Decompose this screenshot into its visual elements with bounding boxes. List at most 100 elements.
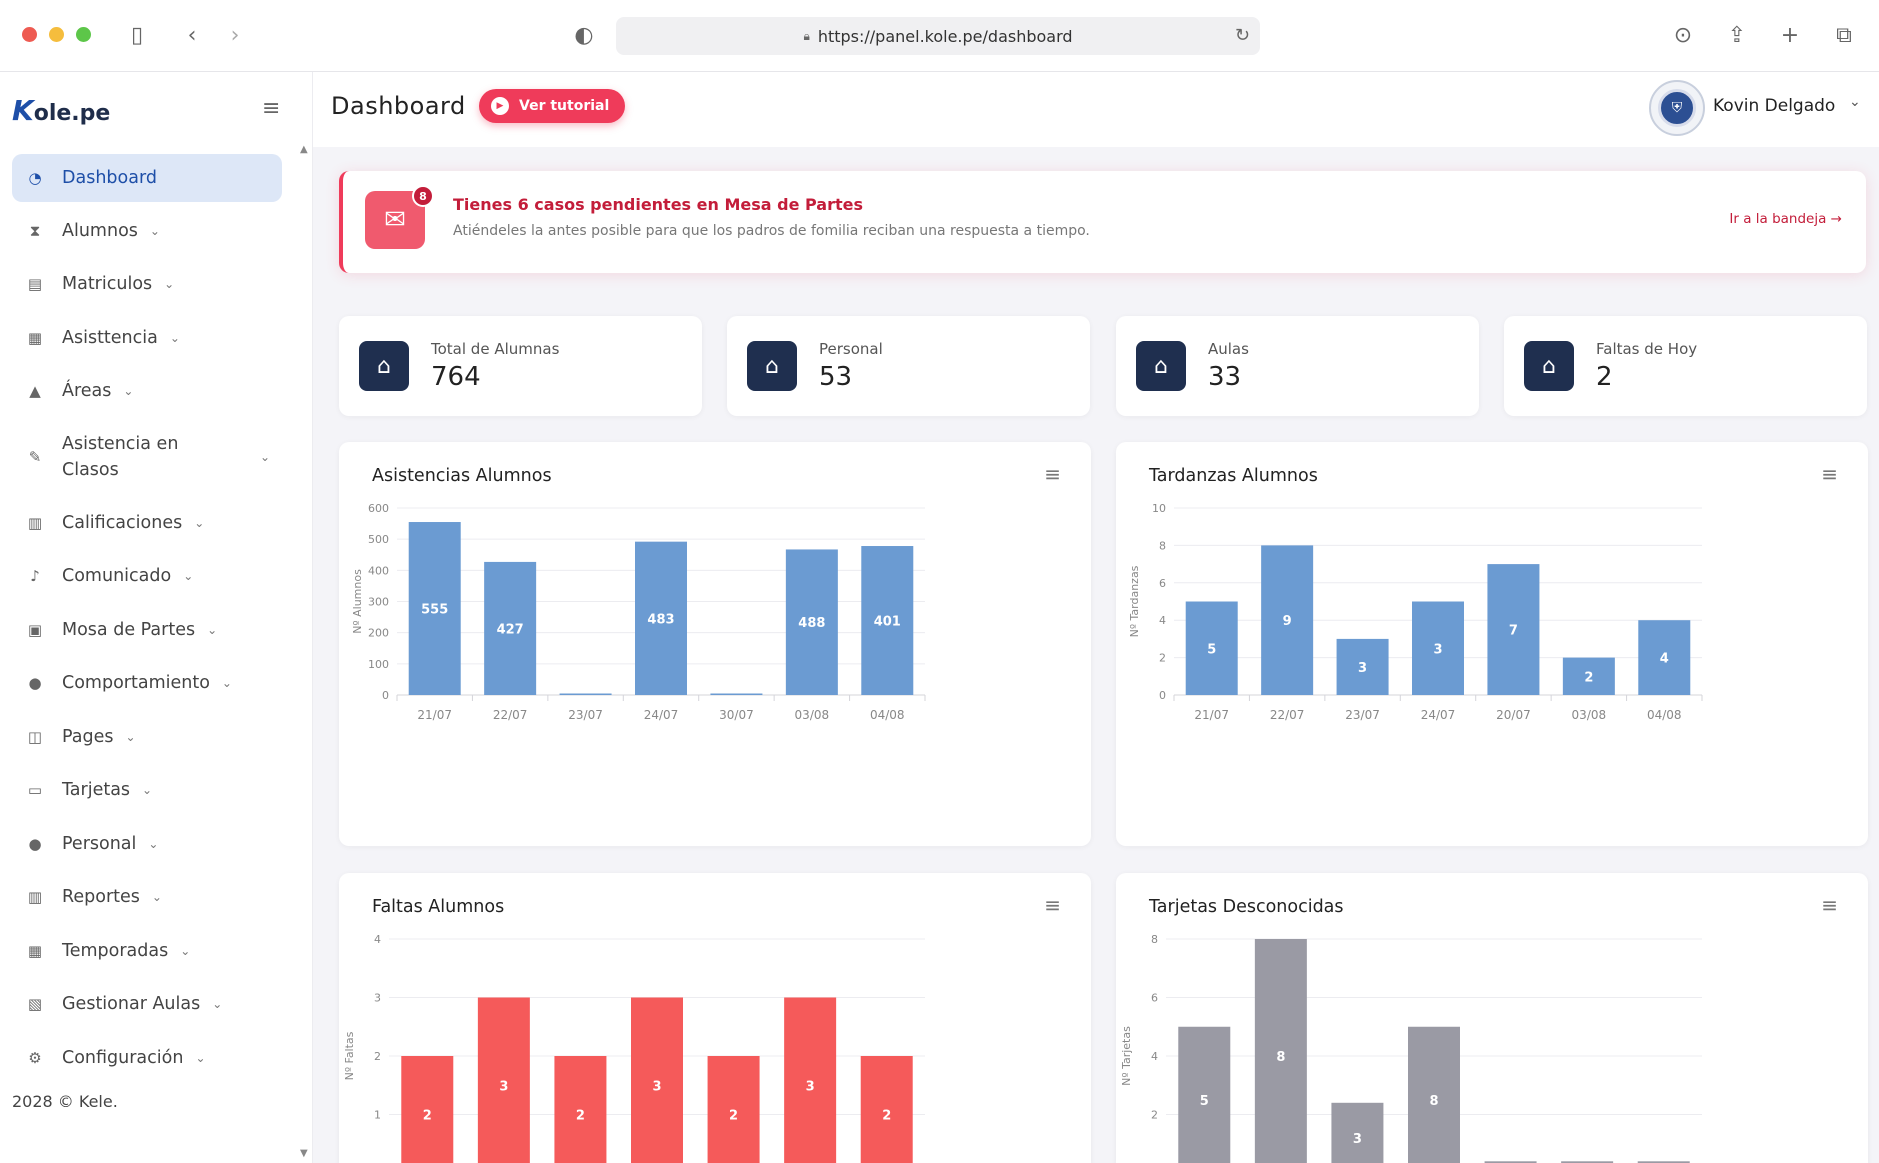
sidebar-item-matriculos[interactable]: ▤ Matriculos ⌄	[12, 258, 282, 312]
bar[interactable]	[1412, 601, 1464, 696]
bar[interactable]	[408, 522, 461, 695]
x-tick-label: 24/07	[644, 708, 679, 722]
bar[interactable]	[484, 561, 537, 695]
browser-toolbar: ▯ ‹ › ◐ 🔒︎ https://panel.kole.pe/dashboa…	[0, 0, 1879, 72]
bar[interactable]	[861, 546, 914, 695]
bar[interactable]	[1484, 1161, 1537, 1163]
bar[interactable]	[1562, 657, 1615, 695]
bar[interactable]	[559, 693, 612, 696]
sidebar-item-asistencia-en-clasos[interactable]: ✎ Asistencia en Clasos ⌄	[12, 418, 282, 496]
chart-card-asistencias: 0 100 200 300 400 500 600 Nº Alumnos 555 21/07 427…	[339, 442, 1091, 846]
forward-icon[interactable]: ›	[230, 22, 240, 48]
sidebar-item-label: Dashboard	[62, 168, 157, 188]
bar[interactable]	[631, 997, 683, 1163]
bar[interactable]	[477, 997, 530, 1163]
logo-text: ole.pe	[33, 101, 111, 126]
bar[interactable]	[635, 541, 687, 695]
y-tick-label: 4	[374, 933, 381, 946]
y-tick-label: 500	[368, 533, 389, 546]
user-icon: ●	[28, 834, 42, 853]
y-axis-title: Nº Tarjetas	[1120, 1026, 1133, 1086]
chevron-down-icon[interactable]: ⌄	[1849, 94, 1861, 110]
menu-toggle-icon[interactable]: ≡	[262, 96, 281, 121]
back-icon[interactable]: ‹	[187, 22, 197, 48]
download-icon[interactable]: ⊙	[1673, 22, 1693, 48]
chart-menu-icon[interactable]: ≡	[1044, 462, 1061, 486]
new-tab-icon[interactable]: +	[1780, 22, 1800, 48]
scroll-up-arrow-icon[interactable]: ▲	[300, 144, 308, 155]
bar[interactable]	[785, 549, 838, 695]
chevron-down-icon: ⌄	[164, 277, 175, 292]
go-to-inbox-link[interactable]: Ir a la bandeja →	[1729, 211, 1842, 227]
sidebar-item-asisttencia[interactable]: ▦ Asisttencia ⌄	[12, 311, 282, 365]
share-icon[interactable]: ⇪	[1727, 22, 1747, 48]
sidebar-item-pages[interactable]: ◫ Pages ⌄	[12, 710, 282, 764]
chart-menu-icon[interactable]: ≡	[1044, 893, 1061, 917]
close-window-button[interactable]	[22, 27, 37, 42]
bar[interactable]	[1254, 939, 1307, 1163]
logo[interactable]: Kole.pe	[12, 94, 110, 127]
bar[interactable]	[1561, 1161, 1614, 1163]
y-tick-label: 0	[1159, 689, 1166, 702]
stat-value: 764	[431, 362, 481, 392]
graduation-cap-icon: ▲	[29, 382, 41, 401]
sidebar-item-configuración[interactable]: ⚙ Configuración ⌄	[12, 1031, 282, 1085]
copyright: 2028 © Kele.	[12, 1092, 118, 1111]
hourglass-icon: ⧗	[29, 221, 41, 240]
shield-icon[interactable]: ◐	[574, 22, 594, 48]
sidebar-item-calificaciones[interactable]: ▥ Calificaciones ⌄	[12, 496, 282, 550]
bar[interactable]	[1408, 1026, 1460, 1163]
tabs-icon[interactable]: ⧉	[1836, 22, 1852, 48]
x-tick-label: 20/07	[1496, 708, 1531, 722]
reload-icon[interactable]: ↻	[1234, 25, 1250, 46]
bar[interactable]	[710, 693, 763, 696]
bar[interactable]	[1487, 564, 1540, 695]
page-title: Dashboard	[331, 92, 466, 120]
y-tick-label: 0	[382, 689, 389, 702]
chart-menu-icon[interactable]: ≡	[1821, 462, 1838, 486]
chevron-down-icon: ⌄	[151, 890, 162, 905]
scroll-down-arrow-icon[interactable]: ▼	[300, 1148, 308, 1159]
url-text: https://panel.kole.pe/dashboard	[817, 26, 1073, 46]
sidebar-item-mosa-de-partes[interactable]: ▣ Mosa de Partes ⌄	[12, 603, 282, 657]
bar[interactable]	[401, 1056, 454, 1163]
address-bar[interactable]: 🔒︎ https://panel.kole.pe/dashboard ↻	[616, 17, 1260, 55]
sidebar-item-comunicado[interactable]: ♪ Comunicado ⌄	[12, 550, 282, 604]
y-tick-label: 2	[374, 1050, 381, 1063]
sidebar-item-tarjetas[interactable]: ▭ Tarjetas ⌄	[12, 764, 282, 818]
user-name[interactable]: Kovin Delgado	[1713, 96, 1836, 116]
bar[interactable]	[860, 1056, 913, 1163]
sidebar-item-reportes[interactable]: ▥ Reportes ⌄	[12, 871, 282, 925]
bar[interactable]	[1261, 545, 1314, 695]
bar[interactable]	[1637, 1161, 1690, 1163]
bar[interactable]	[554, 1056, 607, 1163]
sidebar-item-dashboard[interactable]: ◔ Dashboard	[12, 154, 282, 202]
logo-mark: K	[12, 94, 34, 127]
stat-card-personal: ⌂ Personal 53	[727, 316, 1090, 416]
bar[interactable]	[1331, 1102, 1384, 1163]
minimize-window-button[interactable]	[49, 27, 64, 42]
bar-value-label: 2	[882, 1109, 891, 1124]
sidebar-item-comportamiento[interactable]: ● Comportamiento ⌄	[12, 657, 282, 711]
sidebar-toggle-icon[interactable]: ▯	[130, 22, 144, 48]
sidebar-item-gestionar-aulas[interactable]: ▧ Gestionar Aulas ⌄	[12, 978, 282, 1032]
bar[interactable]	[707, 1056, 760, 1163]
stat-label: Personal	[819, 340, 883, 358]
bar[interactable]	[1336, 638, 1389, 695]
bar[interactable]	[784, 997, 837, 1163]
zoom-window-button[interactable]	[76, 27, 91, 42]
stat-card-faltas-hoy: ⌂ Faltas de Hoy 2	[1504, 316, 1867, 416]
avatar[interactable]: ⛨	[1649, 80, 1705, 136]
bar[interactable]	[1638, 620, 1691, 695]
bar[interactable]	[1185, 601, 1238, 696]
sidebar-item-alumnos[interactable]: ⧗ Alumnos ⌄	[12, 204, 282, 258]
ver-tutorial-button[interactable]: ▶ Ver tutorial	[479, 89, 626, 123]
chart-menu-icon[interactable]: ≡	[1821, 893, 1838, 917]
chevron-down-icon: ⌄	[212, 997, 223, 1012]
chevron-down-icon: ⌄	[260, 450, 271, 464]
sidebar-item-personal[interactable]: ● Personal ⌄	[12, 817, 282, 871]
sidebar-item-temporadas[interactable]: ▦ Temporadas ⌄	[12, 924, 282, 978]
sidebar-item-áreas[interactable]: ▲ Áreas ⌄	[12, 365, 282, 419]
sidebar-item-label: Temporadas	[62, 940, 169, 961]
bar[interactable]	[1178, 1026, 1231, 1163]
